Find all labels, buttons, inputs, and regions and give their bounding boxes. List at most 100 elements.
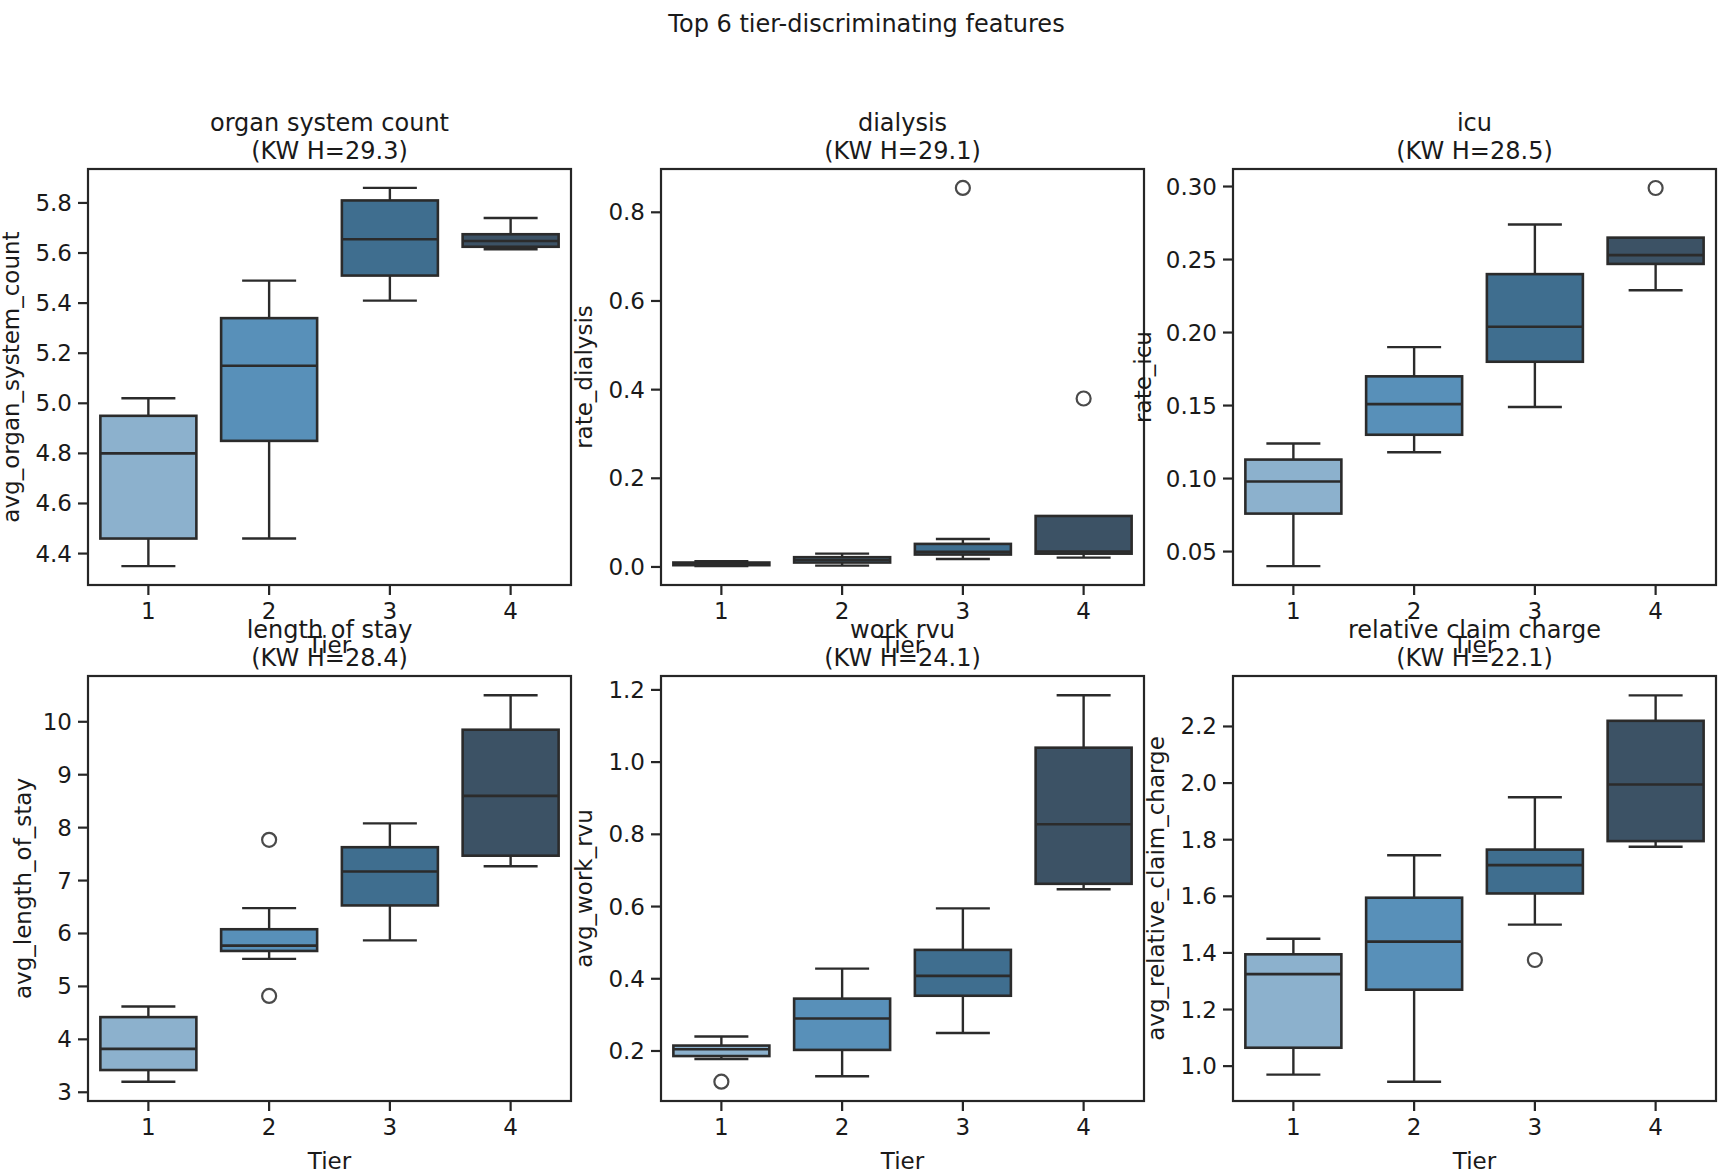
x-axis-label: Tier: [1452, 1148, 1497, 1172]
y-tick-label: 8: [57, 815, 72, 841]
box-tier-1: [1245, 460, 1341, 514]
y-tick-label: 4.8: [35, 440, 72, 466]
subplot-subtitle: (KW H=28.5): [1396, 137, 1553, 165]
y-axis-label: rate_dialysis: [571, 305, 597, 449]
y-tick-label: 0.30: [1166, 174, 1217, 200]
y-axis-label: avg_length_of_stay: [10, 778, 36, 999]
y-tick-label: 1.0: [1180, 1053, 1217, 1079]
y-tick-label: 0.05: [1166, 539, 1217, 565]
axes-frame: [1233, 169, 1716, 585]
y-tick-label: 0.4: [608, 966, 645, 992]
y-tick-label: 2.2: [1180, 713, 1217, 739]
box-tier-3: [1487, 274, 1583, 362]
subplot-subtitle: (KW H=29.1): [824, 137, 981, 165]
y-tick-label: 1.2: [608, 677, 645, 703]
box-tier-3: [342, 847, 438, 905]
subplot-icu: icu(KW H=28.5)0.050.100.150.200.250.3012…: [1130, 109, 1716, 658]
figure: Top 6 tier-discriminating features organ…: [0, 0, 1733, 1172]
boxplot-grid-canvas: organ system count(KW H=29.3)4.44.64.85.…: [0, 0, 1733, 1172]
y-tick-label: 5.2: [35, 340, 72, 366]
box-tier-4: [1608, 721, 1704, 841]
box-tier-2: [221, 929, 317, 951]
subplot-title: dialysis: [858, 109, 947, 137]
x-tick-label: 2: [835, 1114, 850, 1140]
box-tier-1: [673, 1046, 769, 1056]
y-tick-label: 5.4: [35, 290, 72, 316]
subplot-organ-system-count: organ system count(KW H=29.3)4.44.64.85.…: [0, 109, 571, 658]
x-tick-label: 3: [956, 598, 971, 624]
x-tick-label: 2: [262, 1114, 277, 1140]
y-tick-label: 9: [57, 762, 72, 788]
y-axis-label: avg_relative_claim_charge: [1143, 736, 1169, 1041]
subplot-title: organ system count: [210, 109, 449, 137]
y-tick-label: 0.4: [608, 377, 645, 403]
y-tick-label: 2.0: [1180, 770, 1217, 796]
y-tick-label: 1.4: [1180, 940, 1217, 966]
y-tick-label: 0.20: [1166, 320, 1217, 346]
box-tier-4: [1608, 238, 1704, 264]
x-tick-label: 4: [1076, 598, 1091, 624]
box-group-tier-1: [100, 1007, 196, 1082]
box-tier-2: [1366, 376, 1462, 434]
y-tick-label: 0.8: [608, 821, 645, 847]
y-tick-label: 10: [43, 709, 72, 735]
box-tier-4: [463, 730, 559, 856]
x-tick-label: 2: [835, 598, 850, 624]
box-tier-1: [100, 1017, 196, 1070]
y-tick-label: 4.6: [35, 490, 72, 516]
x-axis-label: Tier: [307, 1148, 352, 1172]
x-tick-label: 3: [956, 1114, 971, 1140]
y-tick-label: 4.4: [35, 541, 72, 567]
y-tick-label: 5.8: [35, 190, 72, 216]
y-tick-label: 1.8: [1180, 827, 1217, 853]
subplot-title: relative claim charge: [1348, 616, 1601, 644]
y-tick-label: 5: [57, 973, 72, 999]
y-tick-label: 0.2: [608, 1038, 645, 1064]
x-tick-label: 1: [141, 598, 156, 624]
x-axis-label: Tier: [880, 1148, 925, 1172]
subplot-title: length of stay: [247, 616, 413, 644]
x-tick-label: 4: [1648, 598, 1663, 624]
y-tick-label: 1.6: [1180, 883, 1217, 909]
subplot-subtitle: (KW H=28.4): [251, 644, 408, 672]
y-tick-label: 0.2: [608, 465, 645, 491]
box-tier-3: [915, 950, 1011, 996]
subplot-title: work rvu: [850, 616, 955, 644]
y-tick-label: 0.10: [1166, 466, 1217, 492]
x-tick-label: 4: [503, 598, 518, 624]
x-tick-label: 1: [714, 598, 729, 624]
x-tick-label: 3: [383, 1114, 398, 1140]
x-tick-label: 1: [1286, 1114, 1301, 1140]
y-tick-label: 6: [57, 920, 72, 946]
subplot-title: icu: [1457, 109, 1492, 137]
subplot-work-rvu: work rvu(KW H=24.1)0.20.40.60.81.01.2123…: [571, 616, 1145, 1172]
subplot-relative-claim-charge: relative claim charge(KW H=22.1) 1.0 1.2 1.…: [1143, 616, 1717, 1172]
y-tick-label: 0.25: [1166, 247, 1217, 273]
y-tick-label: 5.6: [35, 240, 72, 266]
x-tick-label: 1: [1286, 598, 1301, 624]
x-tick-label: 2: [1407, 1114, 1422, 1140]
box-tier-3: [1487, 850, 1583, 894]
y-tick-label: 0.0: [608, 554, 645, 580]
y-tick-label: 3: [57, 1079, 72, 1105]
subplot-subtitle: (KW H=24.1): [824, 644, 981, 672]
y-tick-label: 0.15: [1166, 393, 1217, 419]
x-tick-label: 4: [503, 1114, 518, 1140]
y-axis-label: rate_icu: [1130, 331, 1156, 423]
subplot-dialysis: dialysis(KW H=29.1)0.00.20.40.60.81234Ti…: [571, 109, 1145, 658]
y-tick-label: 1.2: [1180, 997, 1217, 1023]
box-tier-4: [1036, 748, 1132, 884]
box-group-tier-1: [673, 561, 769, 566]
x-tick-label: 4: [1076, 1114, 1091, 1140]
y-tick-label: 5.0: [35, 390, 72, 416]
y-axis-label: avg_organ_system_count: [0, 231, 24, 522]
y-tick-label: 1.0: [608, 749, 645, 775]
subplot-subtitle: (KW H=22.1): [1396, 644, 1553, 672]
x-tick-label: 4: [1648, 1114, 1663, 1140]
box-tier-2: [794, 999, 890, 1050]
box-tier-1: [100, 416, 196, 539]
y-axis-label: avg_work_rvu: [571, 809, 597, 968]
y-tick-label: 7: [57, 868, 72, 894]
x-tick-label: 1: [714, 1114, 729, 1140]
subplot-length-of-stay: length of stay(KW H=28.4)3456789101234Ti…: [10, 616, 571, 1172]
